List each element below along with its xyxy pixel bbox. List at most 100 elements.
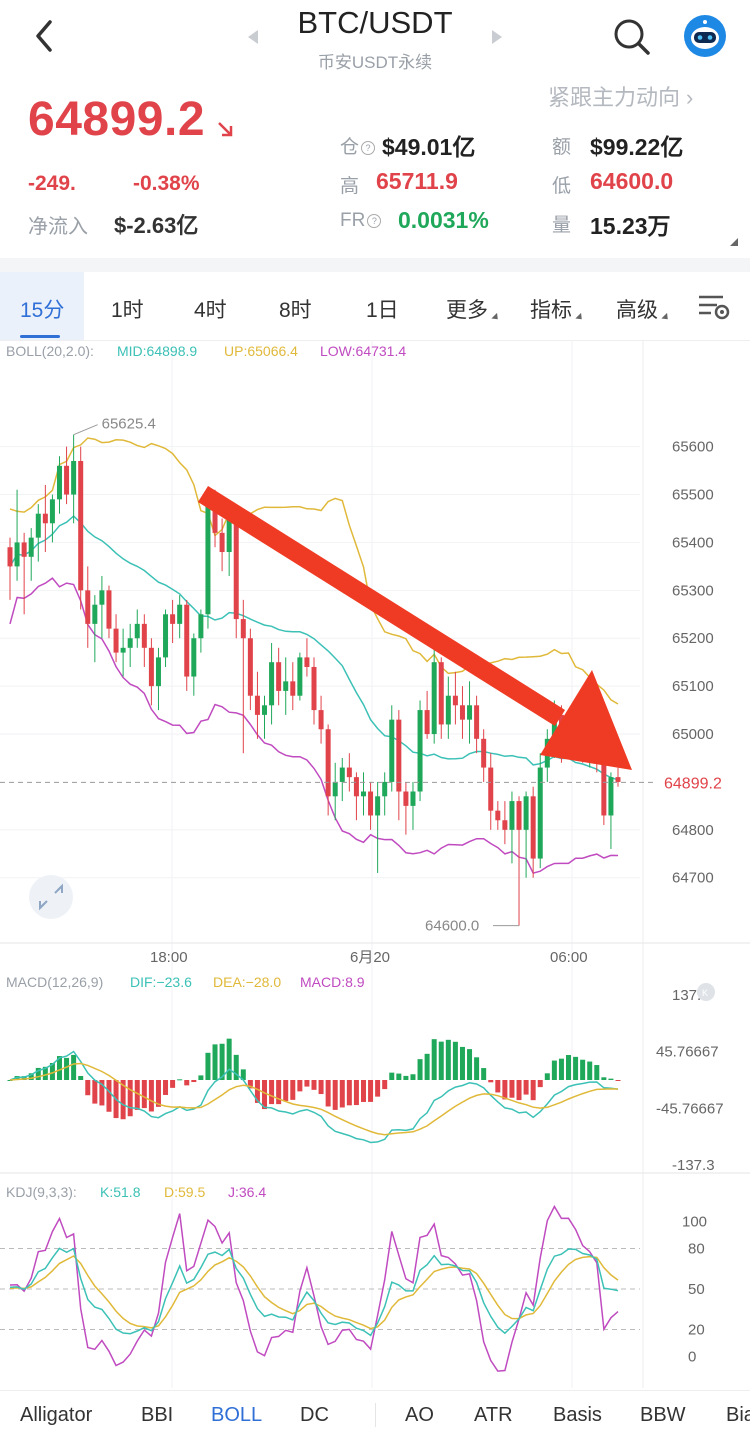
macd-bar (474, 1057, 480, 1080)
macd-bar (318, 1080, 324, 1095)
y-tick-label: 65000 (672, 726, 714, 743)
macd-bar (170, 1080, 176, 1088)
candle-body (495, 810, 501, 821)
candle-body (177, 604, 183, 624)
boll-mid-line (9, 515, 619, 781)
tab-separator (375, 1403, 376, 1427)
robot-avatar-icon[interactable] (683, 14, 727, 58)
y-tick-label: 20 (688, 1322, 705, 1339)
kdj-k-line (9, 1247, 619, 1337)
indicator-tabs: Alligator BBI BOLL DC AO ATR Basis BBW B… (0, 1390, 750, 1439)
tab-1d[interactable]: 1日 (366, 299, 399, 322)
indicator-tab-dc[interactable]: DC (300, 1404, 329, 1426)
macd-legend-macd: MACD:8.9 (300, 974, 365, 990)
tab-indicators[interactable]: 指标 (530, 294, 585, 324)
macd-bar (558, 1058, 564, 1080)
low-label: 低 (552, 176, 572, 197)
chart-settings-icon[interactable] (697, 292, 733, 322)
tab-1h[interactable]: 1时 (111, 299, 144, 322)
candle-body (14, 542, 20, 567)
macd-bar (127, 1080, 133, 1117)
candle-body (212, 504, 218, 533)
info-icon[interactable]: ? (367, 213, 382, 228)
tab-8h[interactable]: 8时 (279, 299, 312, 322)
indicator-tab-alligator[interactable]: Alligator (20, 1404, 93, 1426)
candle-body (120, 647, 126, 653)
candle-body (339, 767, 345, 782)
indicator-tab-atr[interactable]: ATR (474, 1404, 513, 1426)
candle-body (318, 710, 324, 730)
candle-body (170, 614, 176, 624)
candle-body (509, 801, 515, 830)
candle-body (368, 791, 374, 816)
candle-body (360, 791, 366, 797)
amount-value: $99.22亿 (590, 134, 684, 160)
candle-body (452, 695, 458, 706)
candle-body (240, 619, 246, 639)
boll-legend-up: UP:65066.4 (224, 343, 298, 359)
caret-icon (661, 312, 671, 323)
indicator-tab-bbw[interactable]: BBW (640, 1404, 686, 1426)
macd-bar (120, 1080, 126, 1120)
macd-bar (163, 1080, 169, 1095)
expand-corner-icon[interactable] (728, 236, 740, 248)
kdj-d-line (9, 1255, 619, 1330)
tab-more[interactable]: 更多 (446, 294, 501, 324)
back-icon[interactable] (30, 18, 58, 54)
macd-bar (523, 1080, 529, 1095)
candle-body (99, 590, 105, 605)
macd-bar (495, 1080, 501, 1093)
kdj-legend-d: D:59.5 (164, 1184, 205, 1200)
boll-legend-name: BOLL(20,2.0): (6, 343, 94, 359)
boll-legend-low: LOW:64731.4 (320, 343, 406, 359)
fullscreen-icon[interactable] (29, 875, 73, 919)
tab-4h[interactable]: 4时 (194, 299, 227, 322)
indicator-tab-bias[interactable]: Bia (726, 1404, 750, 1426)
candle-body (608, 777, 614, 816)
candle-body (311, 666, 317, 711)
indicator-tab-basis[interactable]: Basis (553, 1404, 602, 1426)
prev-pair-icon[interactable] (246, 28, 260, 46)
kdj-legend-name: KDJ(9,3,3): (6, 1184, 77, 1200)
current-price-box (655, 769, 743, 796)
panel-toggle-icon[interactable]: K (697, 983, 715, 1001)
kdj-panel (0, 1204, 640, 1372)
candle-body (537, 767, 543, 859)
macd-bar (615, 1080, 621, 1081)
candle-body (530, 796, 536, 859)
pair-subtitle: 币安USDT永续 (317, 53, 433, 72)
candle-body (332, 781, 338, 797)
pair-title[interactable]: BTC/USDT (297, 5, 453, 40)
candle-body (424, 710, 430, 735)
macd-bar (212, 1044, 218, 1080)
next-pair-icon[interactable] (490, 28, 504, 46)
indicator-tab-ao[interactable]: AO (405, 1404, 434, 1426)
indicator-tab-bbi[interactable]: BBI (141, 1404, 174, 1426)
macd-bar (360, 1080, 366, 1102)
candle-body (134, 623, 140, 639)
candle-body (127, 638, 133, 648)
last-price: 64899.2 (28, 93, 206, 146)
macd-bar (92, 1080, 98, 1104)
indicator-tab-boll[interactable]: BOLL (211, 1404, 263, 1426)
macd-bar (198, 1075, 204, 1080)
tab-15m[interactable]: 15分 (20, 299, 65, 322)
fr-label[interactable]: FR? (340, 210, 382, 232)
search-icon[interactable] (612, 17, 652, 57)
boll-legend-mid: MID:64898.9 (117, 343, 197, 359)
y-tick-label: 64800 (672, 822, 714, 839)
info-icon[interactable]: ? (361, 140, 376, 155)
candle-body (375, 796, 381, 816)
follow-link[interactable]: 紧跟主力动向 › (548, 85, 694, 110)
candle-body (85, 590, 91, 624)
macd-bar (85, 1080, 91, 1096)
interval-tabs: 15分 1时 4时 8时 1日 更多 指标 高级 (0, 272, 750, 341)
y-tick-label: 80 (688, 1241, 705, 1258)
candle-body (163, 614, 169, 658)
tab-advanced[interactable]: 高级 (616, 294, 671, 324)
oi-label[interactable]: 仓? (340, 132, 376, 159)
chart-area[interactable]: 65625.4 64600.0 64899.2 65600 65500 65400 653… (0, 340, 750, 1390)
grid-lines (0, 340, 750, 1388)
candle-body (155, 657, 161, 687)
candle-body (35, 513, 41, 538)
